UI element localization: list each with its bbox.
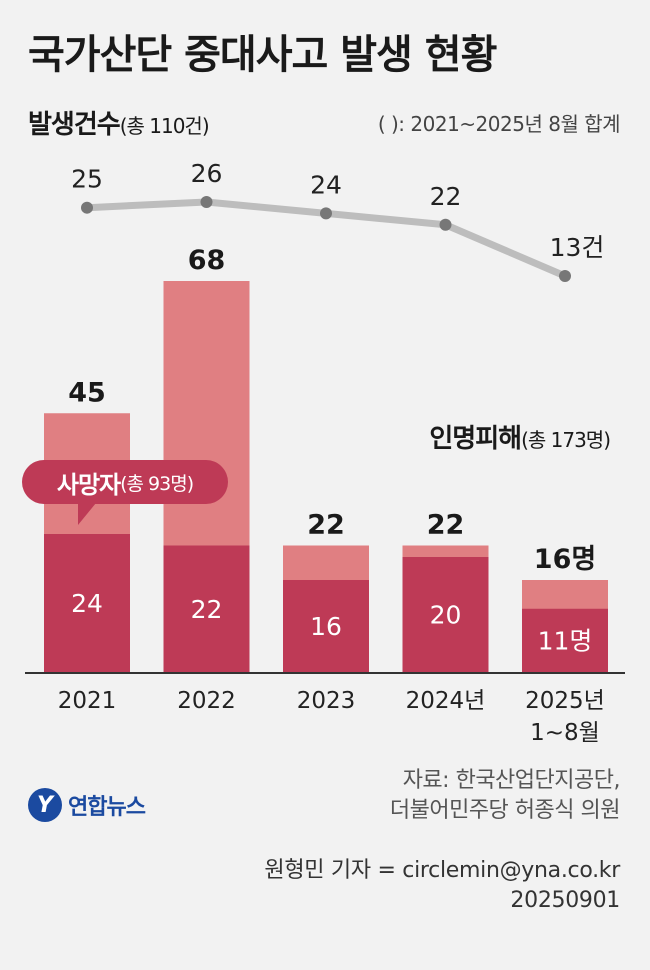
total-value-label: 45 — [68, 377, 106, 408]
incidents-value-label: 25 — [71, 165, 103, 194]
deaths-callout: 사망자 (총 93명) — [22, 460, 228, 504]
incidents-total: (총 110건) — [119, 114, 210, 138]
logo-text: 연합뉴스 — [68, 795, 146, 820]
incidents-value-label: 26 — [191, 159, 223, 188]
chart: 25 26 24 2213건45242021682220222216202322202… — [25, 159, 625, 746]
incidents-point — [439, 218, 452, 231]
deaths-value-label: 11명 — [538, 626, 593, 655]
deaths-value-label: 22 — [191, 595, 223, 624]
deaths-bar — [402, 557, 489, 672]
deaths-total: (총 93명) — [120, 472, 194, 495]
deaths-value-label: 24 — [71, 589, 103, 618]
deaths-bar — [283, 580, 369, 672]
casualties-label: 인명피해 — [429, 424, 522, 454]
deaths-value-label: 20 — [430, 601, 462, 630]
deaths-value-label: 16 — [310, 612, 342, 641]
casualties-total: (총 173명) — [521, 428, 611, 452]
source-line-1: 자료: 한국산업단지공단, — [402, 768, 621, 793]
deaths-label: 사망자 — [56, 470, 121, 499]
category-label: 1~8월 — [530, 720, 600, 746]
callout-pointer — [78, 503, 96, 525]
incidents-point — [81, 201, 93, 214]
deaths-bar — [163, 545, 250, 672]
category-label: 2022 — [177, 688, 236, 714]
incidents-label: 발생건수 — [28, 110, 121, 140]
total-value-label: 68 — [188, 245, 226, 276]
total-value-label: 22 — [427, 510, 465, 541]
category-label: 2025년 — [525, 688, 605, 714]
incidents-legend: 발생건수(총 110건) — [28, 104, 210, 141]
source: 자료: 한국산업단지공단, 더불어민주당 허종식 의원 — [389, 766, 621, 826]
deaths-bar — [44, 534, 130, 672]
credit-line-1: 원형민 기자 = circlemin@yna.co.kr — [264, 858, 620, 883]
incidents-point — [320, 207, 332, 220]
period-note: ( ): 2021~2025년 8월 합계 — [377, 112, 621, 136]
casualties-legend: 인명피해(총 173명) — [429, 418, 611, 455]
deaths-bar — [522, 608, 608, 672]
category-label: 2024년 — [406, 688, 486, 714]
brand-logo: Y 연합뉴스 — [28, 788, 146, 822]
incidents-point — [200, 196, 213, 208]
yonhap-logo-icon: Y — [28, 788, 62, 822]
credit: 원형민 기자 = circlemin@yna.co.kr 20250901 — [264, 856, 620, 916]
total-value-label: 22 — [307, 510, 345, 541]
incidents-value-label: 24 — [310, 170, 342, 199]
credit-line-2: 20250901 — [510, 888, 620, 913]
category-label: 2021 — [58, 688, 117, 714]
total-value-label: 16명 — [534, 544, 596, 575]
incidents-value-label: 22 — [430, 182, 462, 211]
incidents-point — [559, 270, 571, 282]
source-line-2: 더불어민주당 허종식 의원 — [389, 798, 621, 823]
category-label: 2023 — [297, 688, 356, 714]
incidents-value-label: 13건 — [550, 233, 605, 262]
chart-title: 국가산단 중대사고 발생 현황 — [28, 32, 497, 78]
